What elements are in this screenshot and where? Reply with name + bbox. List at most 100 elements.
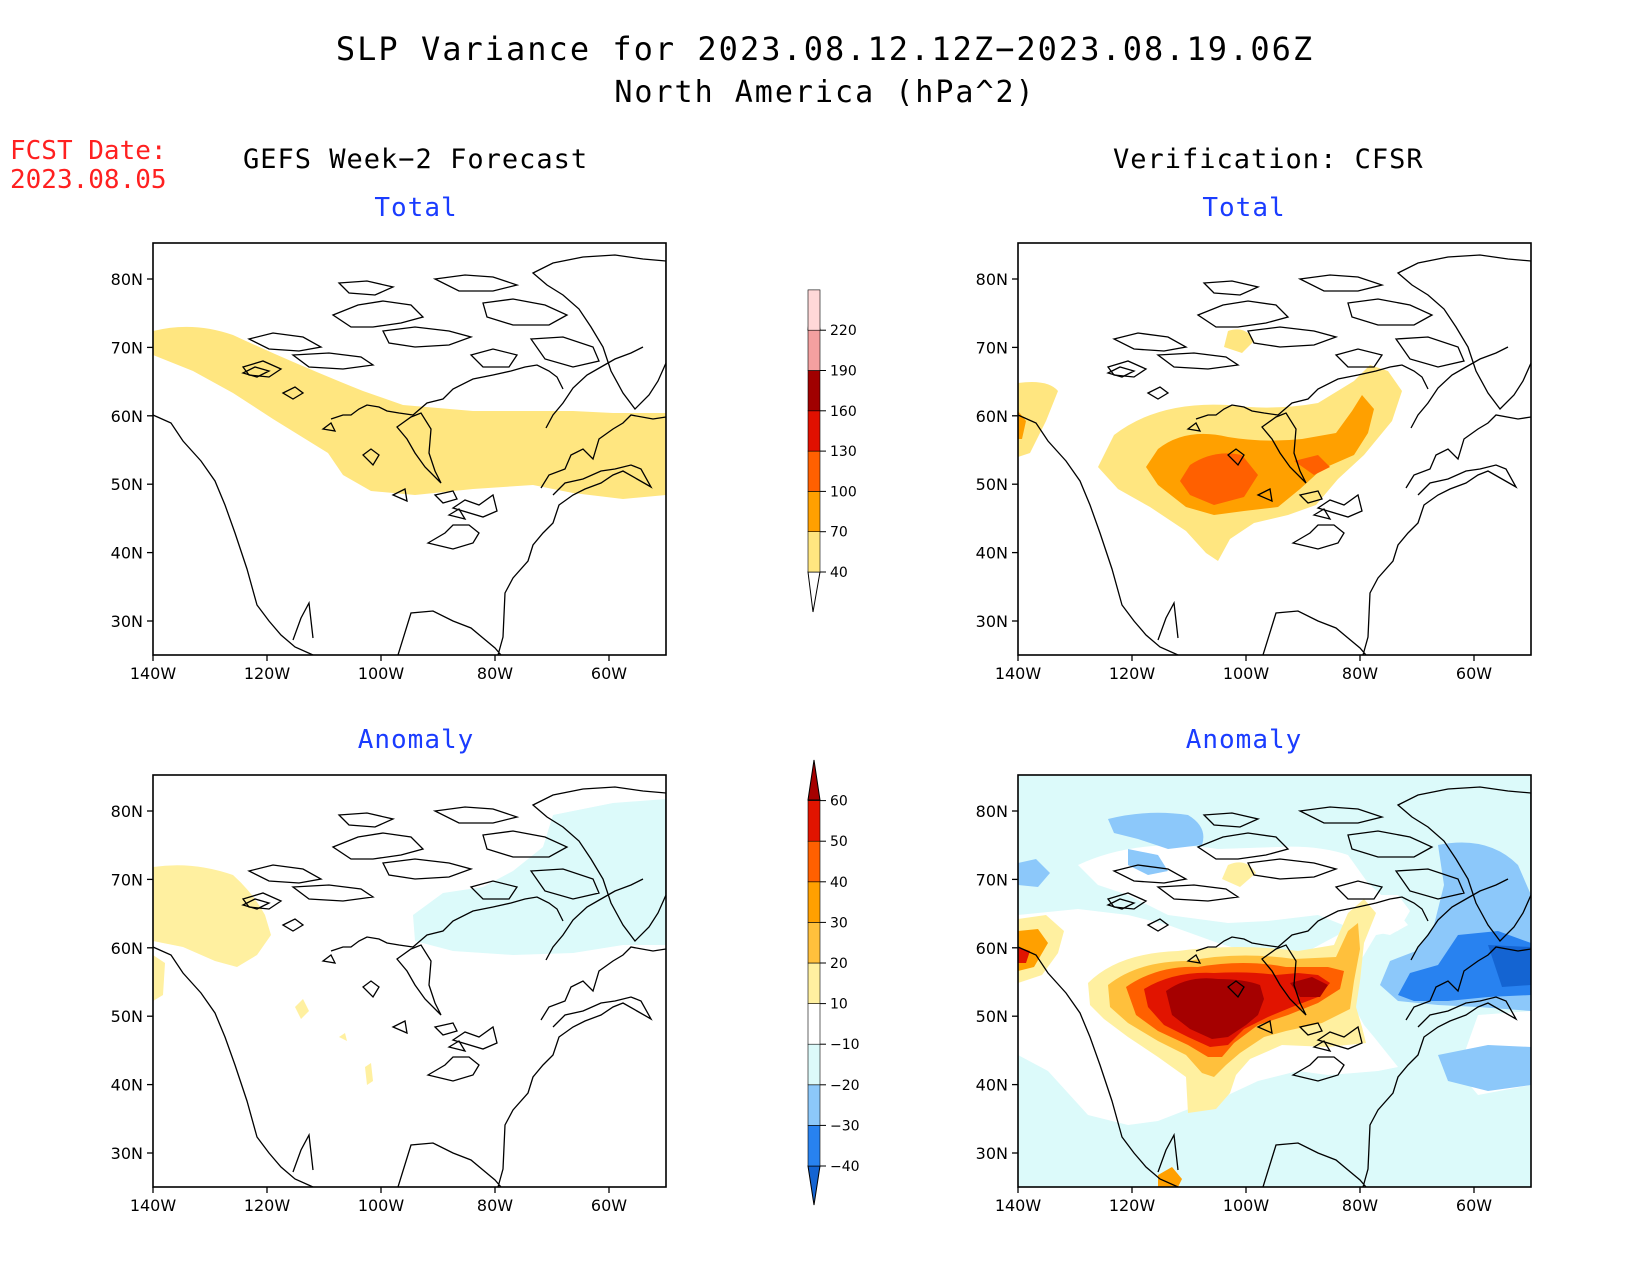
colorbar-anomaly-top-cap [807, 759, 821, 801]
colorbar-anomaly-label: 10 [830, 997, 848, 1013]
colorbar-anomaly-bin [807, 800, 821, 842]
forecast-date-value: 2023.08.05 [10, 165, 167, 195]
colorbar-total-bin [807, 329, 821, 371]
lon-label: 100W [1223, 1196, 1270, 1215]
colorbar-total-label: 130 [830, 444, 857, 460]
panel-title-forecast-total: Total [374, 193, 458, 223]
lon-label: 120W [244, 1196, 291, 1215]
panel-title-verification-total: Total [1202, 193, 1286, 223]
lon-label: 80W [477, 1196, 513, 1215]
colorbar-total-label: 40 [830, 565, 848, 581]
lon-label: 120W [1109, 664, 1156, 683]
panel-forecast-anomaly [152, 774, 667, 1188]
lon-label: 140W [995, 664, 1042, 683]
right-column-title: Verification: CFSR [1113, 144, 1424, 175]
colorbar-anomaly: −40 −30 −20 −10 10 20 30 40 50 60 [807, 759, 860, 1206]
colorbar-total-bin [807, 410, 821, 452]
colorbar-anomaly-bin [807, 1084, 821, 1126]
colorbar-total-bin [807, 450, 821, 492]
colorbar-anomaly-bin [807, 922, 821, 964]
forecast-date-label: FCST Date: [10, 136, 167, 166]
lon-label: 60W [591, 1196, 627, 1215]
lat-label: 60N [976, 407, 1008, 426]
colorbar-anomaly-label: 40 [830, 875, 848, 891]
lon-label: 100W [358, 664, 405, 683]
lon-label: 120W [1109, 1196, 1156, 1215]
panel-verification-total [1017, 242, 1532, 656]
lat-label: 80N [111, 802, 143, 821]
lat-label: 60N [111, 407, 143, 426]
lat-label: 30N [111, 612, 143, 631]
lat-label: 80N [976, 270, 1008, 289]
forecast-total-field [153, 326, 666, 499]
lat-label: 30N [976, 612, 1008, 631]
verification-total-field [1018, 329, 1402, 561]
subtitle: North America (hPa^2) [614, 75, 1036, 110]
plot-frame [1017, 774, 1532, 1188]
panel-forecast-total [152, 242, 667, 656]
colorbar-total-bin [807, 370, 821, 412]
colorbar-total-label: 70 [830, 525, 848, 541]
colorbar-total-bin [807, 491, 821, 532]
lat-label: 70N [111, 338, 143, 357]
lat-label: 50N [976, 475, 1008, 494]
lat-label: 60N [111, 939, 143, 958]
panel-title-verification-anomaly: Anomaly [1185, 725, 1303, 755]
plot-frame [152, 242, 667, 656]
lon-label: 140W [130, 1196, 177, 1215]
panel-verification-anomaly [1017, 774, 1532, 1188]
colorbar-anomaly-bin [807, 962, 821, 1004]
colorbar-anomaly-bin [807, 1003, 821, 1045]
colorbar-total-bins: 40 70 100 130 160 190 220 [807, 289, 857, 581]
colorbar-anomaly-label: 30 [830, 915, 848, 931]
colorbar-anomaly-bin [807, 840, 821, 883]
lon-label: 100W [358, 1196, 405, 1215]
plot-frame [152, 774, 667, 1188]
colorbar-anomaly-bin [807, 881, 821, 923]
lon-label: 140W [995, 1196, 1042, 1215]
colorbar-total-bottom-cap [807, 571, 821, 613]
lat-label: 70N [111, 870, 143, 889]
colorbar-total-label: 100 [830, 484, 857, 500]
lon-label: 60W [1456, 664, 1492, 683]
lat-label: 50N [111, 475, 143, 494]
lon-label: 100W [1223, 664, 1270, 683]
colorbar-anomaly-label: 50 [830, 834, 848, 850]
colorbar-anomaly-label: −30 [830, 1118, 860, 1134]
colorbar-anomaly-label: 60 [830, 794, 848, 810]
colorbar-total-label: 190 [830, 364, 857, 380]
lon-label: 80W [477, 664, 513, 683]
axes-layer: 80N 70N 60N 50N 40N 30N 140W 120W 100W 80W 60W 80N 7… [111, 270, 1493, 1215]
panel-title-forecast-anomaly: Anomaly [357, 725, 475, 755]
lat-label: 40N [111, 1076, 143, 1095]
lon-label: 120W [244, 664, 291, 683]
lat-label: 70N [976, 870, 1008, 889]
lat-label: 50N [111, 1007, 143, 1026]
lat-label: 30N [111, 1144, 143, 1163]
colorbar-anomaly-bin [807, 1043, 821, 1086]
colorbar-anomaly-label: −10 [830, 1037, 860, 1053]
lat-label: 40N [976, 544, 1008, 563]
left-column-title: GEFS Week−2 Forecast [243, 144, 589, 175]
colorbar-anomaly-bins: −40 −30 −20 −10 10 20 30 40 50 60 [807, 794, 860, 1175]
colorbar-anomaly-bin [807, 1125, 821, 1167]
colorbar-anomaly-bottom-cap [807, 1165, 821, 1206]
plot-frame [1017, 242, 1532, 656]
lat-label: 40N [976, 1076, 1008, 1095]
lat-label: 50N [976, 1007, 1008, 1026]
colorbar-anomaly-label: −20 [830, 1078, 860, 1094]
lon-label: 60W [591, 664, 627, 683]
lat-label: 60N [976, 939, 1008, 958]
lat-label: 40N [111, 544, 143, 563]
lat-label: 30N [976, 1144, 1008, 1163]
lon-label: 140W [130, 664, 177, 683]
colorbar-anomaly-label: 20 [830, 956, 848, 972]
lon-label: 60W [1456, 1196, 1492, 1215]
forecast-date-block: FCST Date: 2023.08.05 [10, 137, 167, 195]
colorbar-total-label: 220 [830, 323, 857, 339]
lon-label: 80W [1342, 1196, 1378, 1215]
main-title: SLP Variance for 2023.08.12.12Z−2023.08.… [335, 30, 1315, 68]
lon-label: 80W [1342, 664, 1378, 683]
lat-label: 80N [976, 802, 1008, 821]
